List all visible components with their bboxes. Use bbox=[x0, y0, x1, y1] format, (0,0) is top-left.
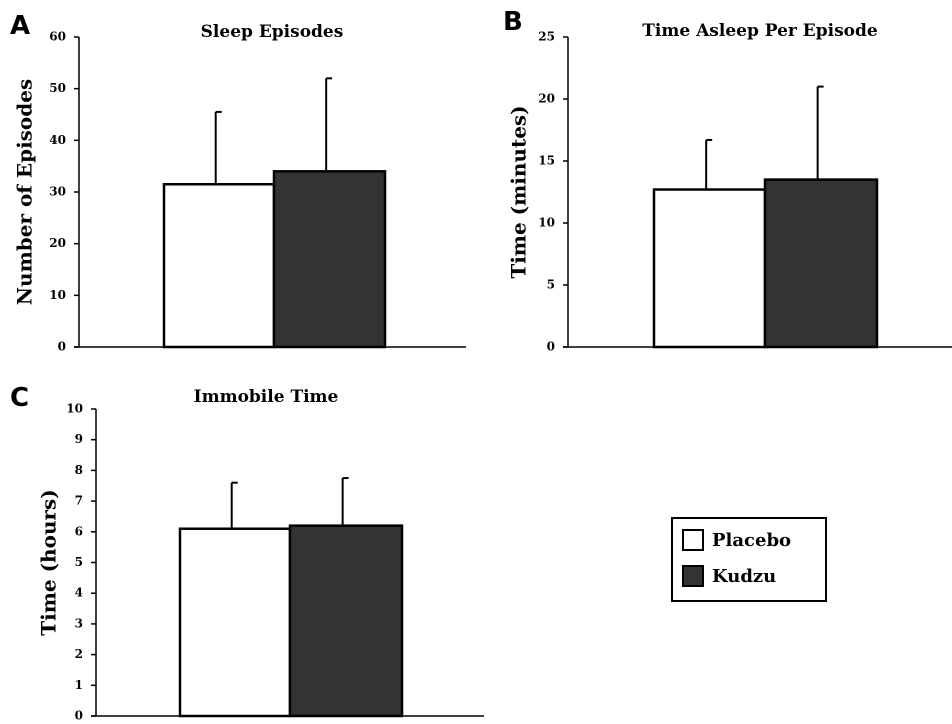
y-tick-label: 60 bbox=[49, 30, 66, 44]
y-tick-label: 3 bbox=[75, 616, 83, 630]
panel-a: A Sleep Episodes Number of Episodes 0 10 20 30… bbox=[10, 11, 466, 354]
legend-swatch-placebo bbox=[682, 529, 704, 551]
y-tick-label: 9 bbox=[75, 432, 83, 446]
y-tick-label: 25 bbox=[538, 30, 555, 44]
chart-title-c: Immobile Time bbox=[194, 387, 339, 407]
y-tick-label: 0 bbox=[547, 340, 555, 354]
y-tick-label: 7 bbox=[75, 494, 83, 508]
chart-title-a: Sleep Episodes bbox=[201, 22, 344, 42]
bar-placebo-a bbox=[162, 183, 276, 349]
bar-kudzu-c bbox=[288, 524, 404, 718]
y-axis-label-c: Time (hours) bbox=[37, 489, 61, 635]
legend-label-placebo: Placebo bbox=[712, 530, 791, 551]
y-tick-label: 1 bbox=[75, 678, 83, 692]
legend: Placebo Kudzu bbox=[671, 517, 827, 602]
y-tick-label: 0 bbox=[58, 340, 66, 354]
panel-letter-b: B bbox=[503, 7, 523, 37]
y-tick-label: 15 bbox=[538, 154, 555, 168]
y-tick-label: 20 bbox=[49, 236, 66, 250]
y-tick-label: 4 bbox=[75, 586, 83, 600]
y-tick-label: 8 bbox=[75, 463, 83, 477]
y-tick-label: 5 bbox=[75, 555, 83, 569]
y-axis-label-a: Number of Episodes bbox=[13, 79, 37, 306]
panel-c: C Immobile Time Time (hours) 0 1 2 3 4 5 6 7 8 9 10 bbox=[10, 383, 484, 723]
bar-kudzu-b bbox=[763, 178, 879, 349]
panel-letter-c: C bbox=[10, 383, 29, 413]
y-tick-label: 6 bbox=[75, 524, 83, 538]
panel-b: B Time Asleep Per Episode Time (minutes) 0 5… bbox=[503, 7, 952, 354]
bar-placebo-b bbox=[652, 188, 767, 349]
bar-placebo-c bbox=[178, 527, 292, 718]
bar-kudzu-a bbox=[272, 170, 387, 349]
y-tick-label: 20 bbox=[538, 92, 555, 106]
y-tick-label: 10 bbox=[538, 216, 555, 230]
y-tick-label: 50 bbox=[49, 81, 66, 95]
y-tick-label: 30 bbox=[49, 185, 66, 199]
y-tick-label: 10 bbox=[49, 288, 66, 302]
chart-title-b: Time Asleep Per Episode bbox=[642, 21, 878, 41]
y-tick-label: 10 bbox=[66, 402, 83, 416]
y-tick-label: 2 bbox=[75, 647, 83, 661]
legend-label-kudzu: Kudzu bbox=[712, 566, 776, 587]
y-tick-label: 5 bbox=[547, 278, 555, 292]
y-tick-label: 40 bbox=[49, 133, 66, 147]
y-tick-label: 0 bbox=[75, 709, 83, 723]
y-axis-label-b: Time (minutes) bbox=[507, 105, 531, 278]
panel-letter-a: A bbox=[10, 11, 30, 41]
legend-swatch-kudzu bbox=[682, 565, 704, 587]
